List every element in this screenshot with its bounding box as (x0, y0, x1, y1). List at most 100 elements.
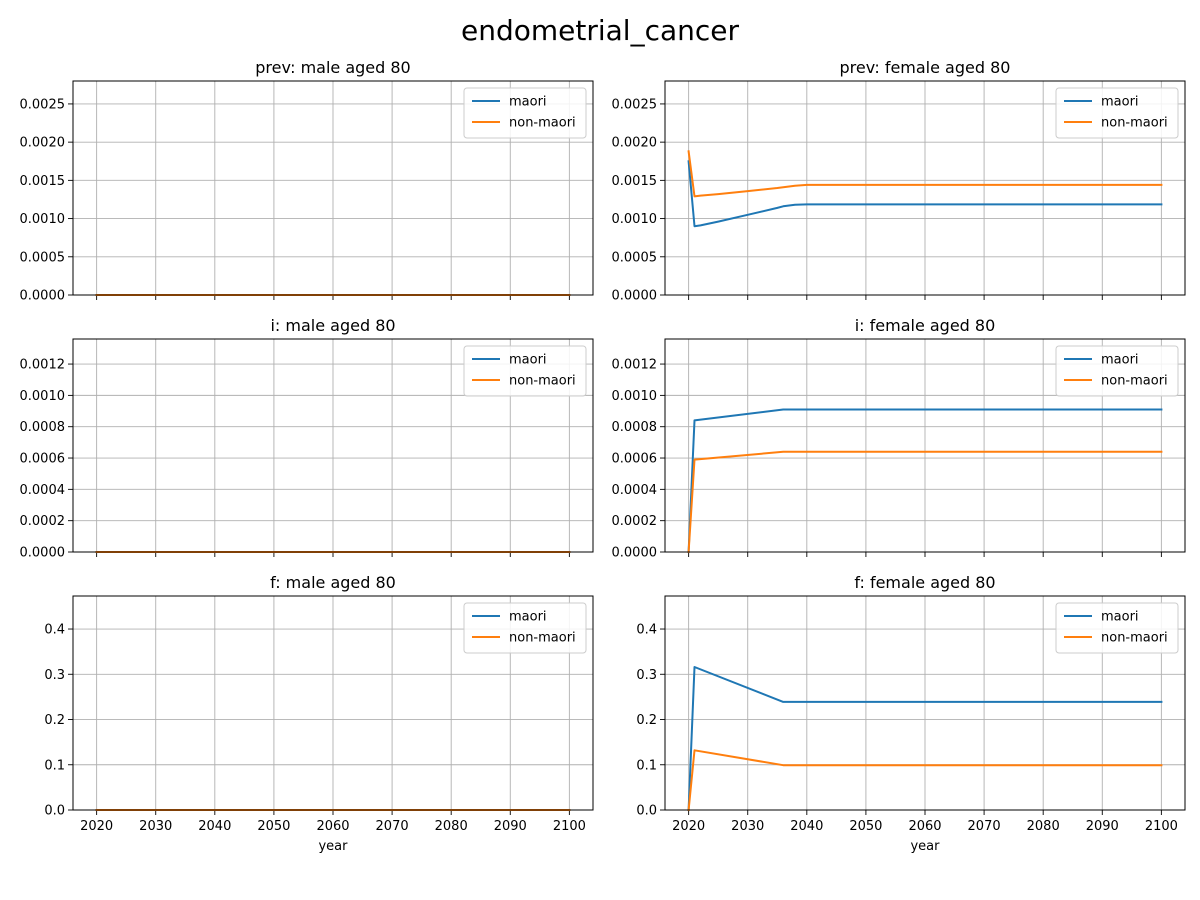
x-tick-label: 2020 (672, 819, 705, 834)
legend-label: maori (509, 95, 547, 110)
x-tick-label: 2030 (731, 819, 764, 834)
y-tick-label: 0.0020 (612, 136, 658, 151)
y-tick-label: 0.2 (44, 713, 65, 728)
x-tick-label: 2090 (494, 819, 527, 834)
y-tick-label: 0.0025 (612, 97, 658, 112)
x-tick-label: 2040 (198, 819, 231, 834)
legend-label: maori (509, 610, 547, 625)
y-tick-label: 0.0006 (612, 452, 658, 467)
y-tick-label: 0.0006 (20, 452, 66, 467)
x-axis-label: year (910, 839, 940, 854)
x-tick-label: 2100 (553, 819, 586, 834)
legend: maori non-maori (463, 345, 587, 397)
y-tick-label: 0.0005 (612, 250, 658, 265)
subplot-1: prev: male aged 80 0.0000 0.0005 0.0010 0.00… (20, 58, 594, 304)
x-axis-label: year (318, 839, 348, 854)
y-tick-label: 0.1 (44, 758, 65, 773)
subplot-title: prev: female aged 80 (840, 58, 1011, 77)
y-tick-label: 0.4 (44, 623, 65, 638)
legend-label: non-maori (1101, 631, 1168, 646)
y-tick-label: 0.0012 (20, 358, 66, 373)
legend-label: non-maori (509, 374, 576, 389)
legend-label: non-maori (1101, 374, 1168, 389)
subplot-title: i: male aged 80 (270, 316, 395, 335)
x-tick-label: 2070 (968, 819, 1001, 834)
x-tick-label: 2040 (790, 819, 823, 834)
y-tick-label: 0.0015 (20, 174, 66, 189)
axes-frame (664, 338, 1186, 553)
x-tick-label: 2080 (435, 819, 468, 834)
subplot-title: i: female aged 80 (855, 316, 996, 335)
y-tick-label: 0.1 (636, 758, 657, 773)
legend: maori non-maori (463, 602, 587, 654)
legend-label: maori (1101, 95, 1139, 110)
series-line-non-maori (687, 749, 1163, 812)
x-tick-label: 2050 (257, 819, 290, 834)
subplot-3: i: male aged 80 0.0000 0.0002 0.0004 0.0006 0… (20, 316, 594, 561)
legend-label: non-maori (509, 116, 576, 131)
y-tick-label: 0.0000 (20, 546, 66, 561)
y-tick-label: 0.0012 (612, 358, 658, 373)
y-tick-label: 0.0010 (20, 389, 66, 404)
legend: maori non-maori (1055, 87, 1179, 139)
x-tick-label: 2090 (1086, 819, 1119, 834)
legend-label: maori (1101, 610, 1139, 625)
legend: maori non-maori (1055, 345, 1179, 397)
series-line-non-maori (687, 450, 1163, 554)
subplot-6: f: female aged 80 2020 2030 2040 2050 2060 207… (636, 573, 1186, 854)
y-tick-label: 0.0008 (20, 420, 66, 435)
y-tick-label: 0.0015 (612, 174, 658, 189)
y-tick-label: 0.0002 (20, 514, 66, 529)
axes-frame (72, 595, 594, 811)
x-tick-label: 2080 (1027, 819, 1060, 834)
legend-label: maori (1101, 353, 1139, 368)
series-line-maori (687, 408, 1163, 554)
figure-title: endometrial_cancer (461, 14, 740, 47)
subplot-4: i: female aged 80 0.0000 0.0002 0.0004 0.000… (612, 316, 1186, 561)
subplot-title: f: male aged 80 (270, 573, 396, 592)
y-tick-label: 0.0025 (20, 97, 66, 112)
legend: maori non-maori (1055, 602, 1179, 654)
y-tick-label: 0.0004 (20, 483, 66, 498)
subplot-title: f: female aged 80 (854, 573, 995, 592)
y-tick-label: 0.0 (44, 804, 65, 819)
x-tick-label: 2030 (139, 819, 172, 834)
y-tick-label: 0.0020 (20, 136, 66, 151)
x-tick-label: 2050 (849, 819, 882, 834)
y-tick-label: 0.0000 (612, 289, 658, 304)
x-tick-label: 2070 (376, 819, 409, 834)
legend: maori non-maori (463, 87, 587, 139)
axes-frame (664, 595, 1186, 811)
subplot-title: prev: male aged 80 (255, 58, 410, 77)
axes-frame (664, 80, 1186, 296)
series-line-maori (687, 666, 1163, 812)
y-tick-label: 0.0000 (20, 289, 66, 304)
series-line-maori (687, 160, 1163, 228)
y-tick-label: 0.0004 (612, 483, 658, 498)
y-tick-label: 0.0000 (612, 546, 658, 561)
y-tick-label: 0.0010 (612, 389, 658, 404)
x-tick-label: 2060 (908, 819, 941, 834)
y-tick-label: 0.0010 (20, 212, 66, 227)
y-tick-label: 0.0008 (612, 420, 658, 435)
subplot-2: prev: female aged 80 0.0000 0.0005 0.0010 0.… (612, 58, 1186, 304)
y-tick-label: 0.3 (44, 668, 65, 683)
x-tick-label: 2100 (1145, 819, 1178, 834)
y-tick-label: 0.0010 (612, 212, 658, 227)
y-tick-label: 0.0002 (612, 514, 658, 529)
y-tick-label: 0.0 (636, 804, 657, 819)
legend-label: maori (509, 353, 547, 368)
x-tick-label: 2020 (80, 819, 113, 834)
axes-frame (72, 338, 594, 553)
x-tick-label: 2060 (316, 819, 349, 834)
subplot-5: f: male aged 80 2020 2030 2040 2050 2060 2070 2… (44, 573, 594, 854)
y-tick-label: 0.0005 (20, 250, 66, 265)
legend-label: non-maori (1101, 116, 1168, 131)
axes-frame (72, 80, 594, 296)
series-line-non-maori (687, 150, 1163, 198)
y-tick-label: 0.3 (636, 668, 657, 683)
legend-label: non-maori (509, 631, 576, 646)
y-tick-label: 0.4 (636, 623, 657, 638)
y-tick-label: 0.2 (636, 713, 657, 728)
